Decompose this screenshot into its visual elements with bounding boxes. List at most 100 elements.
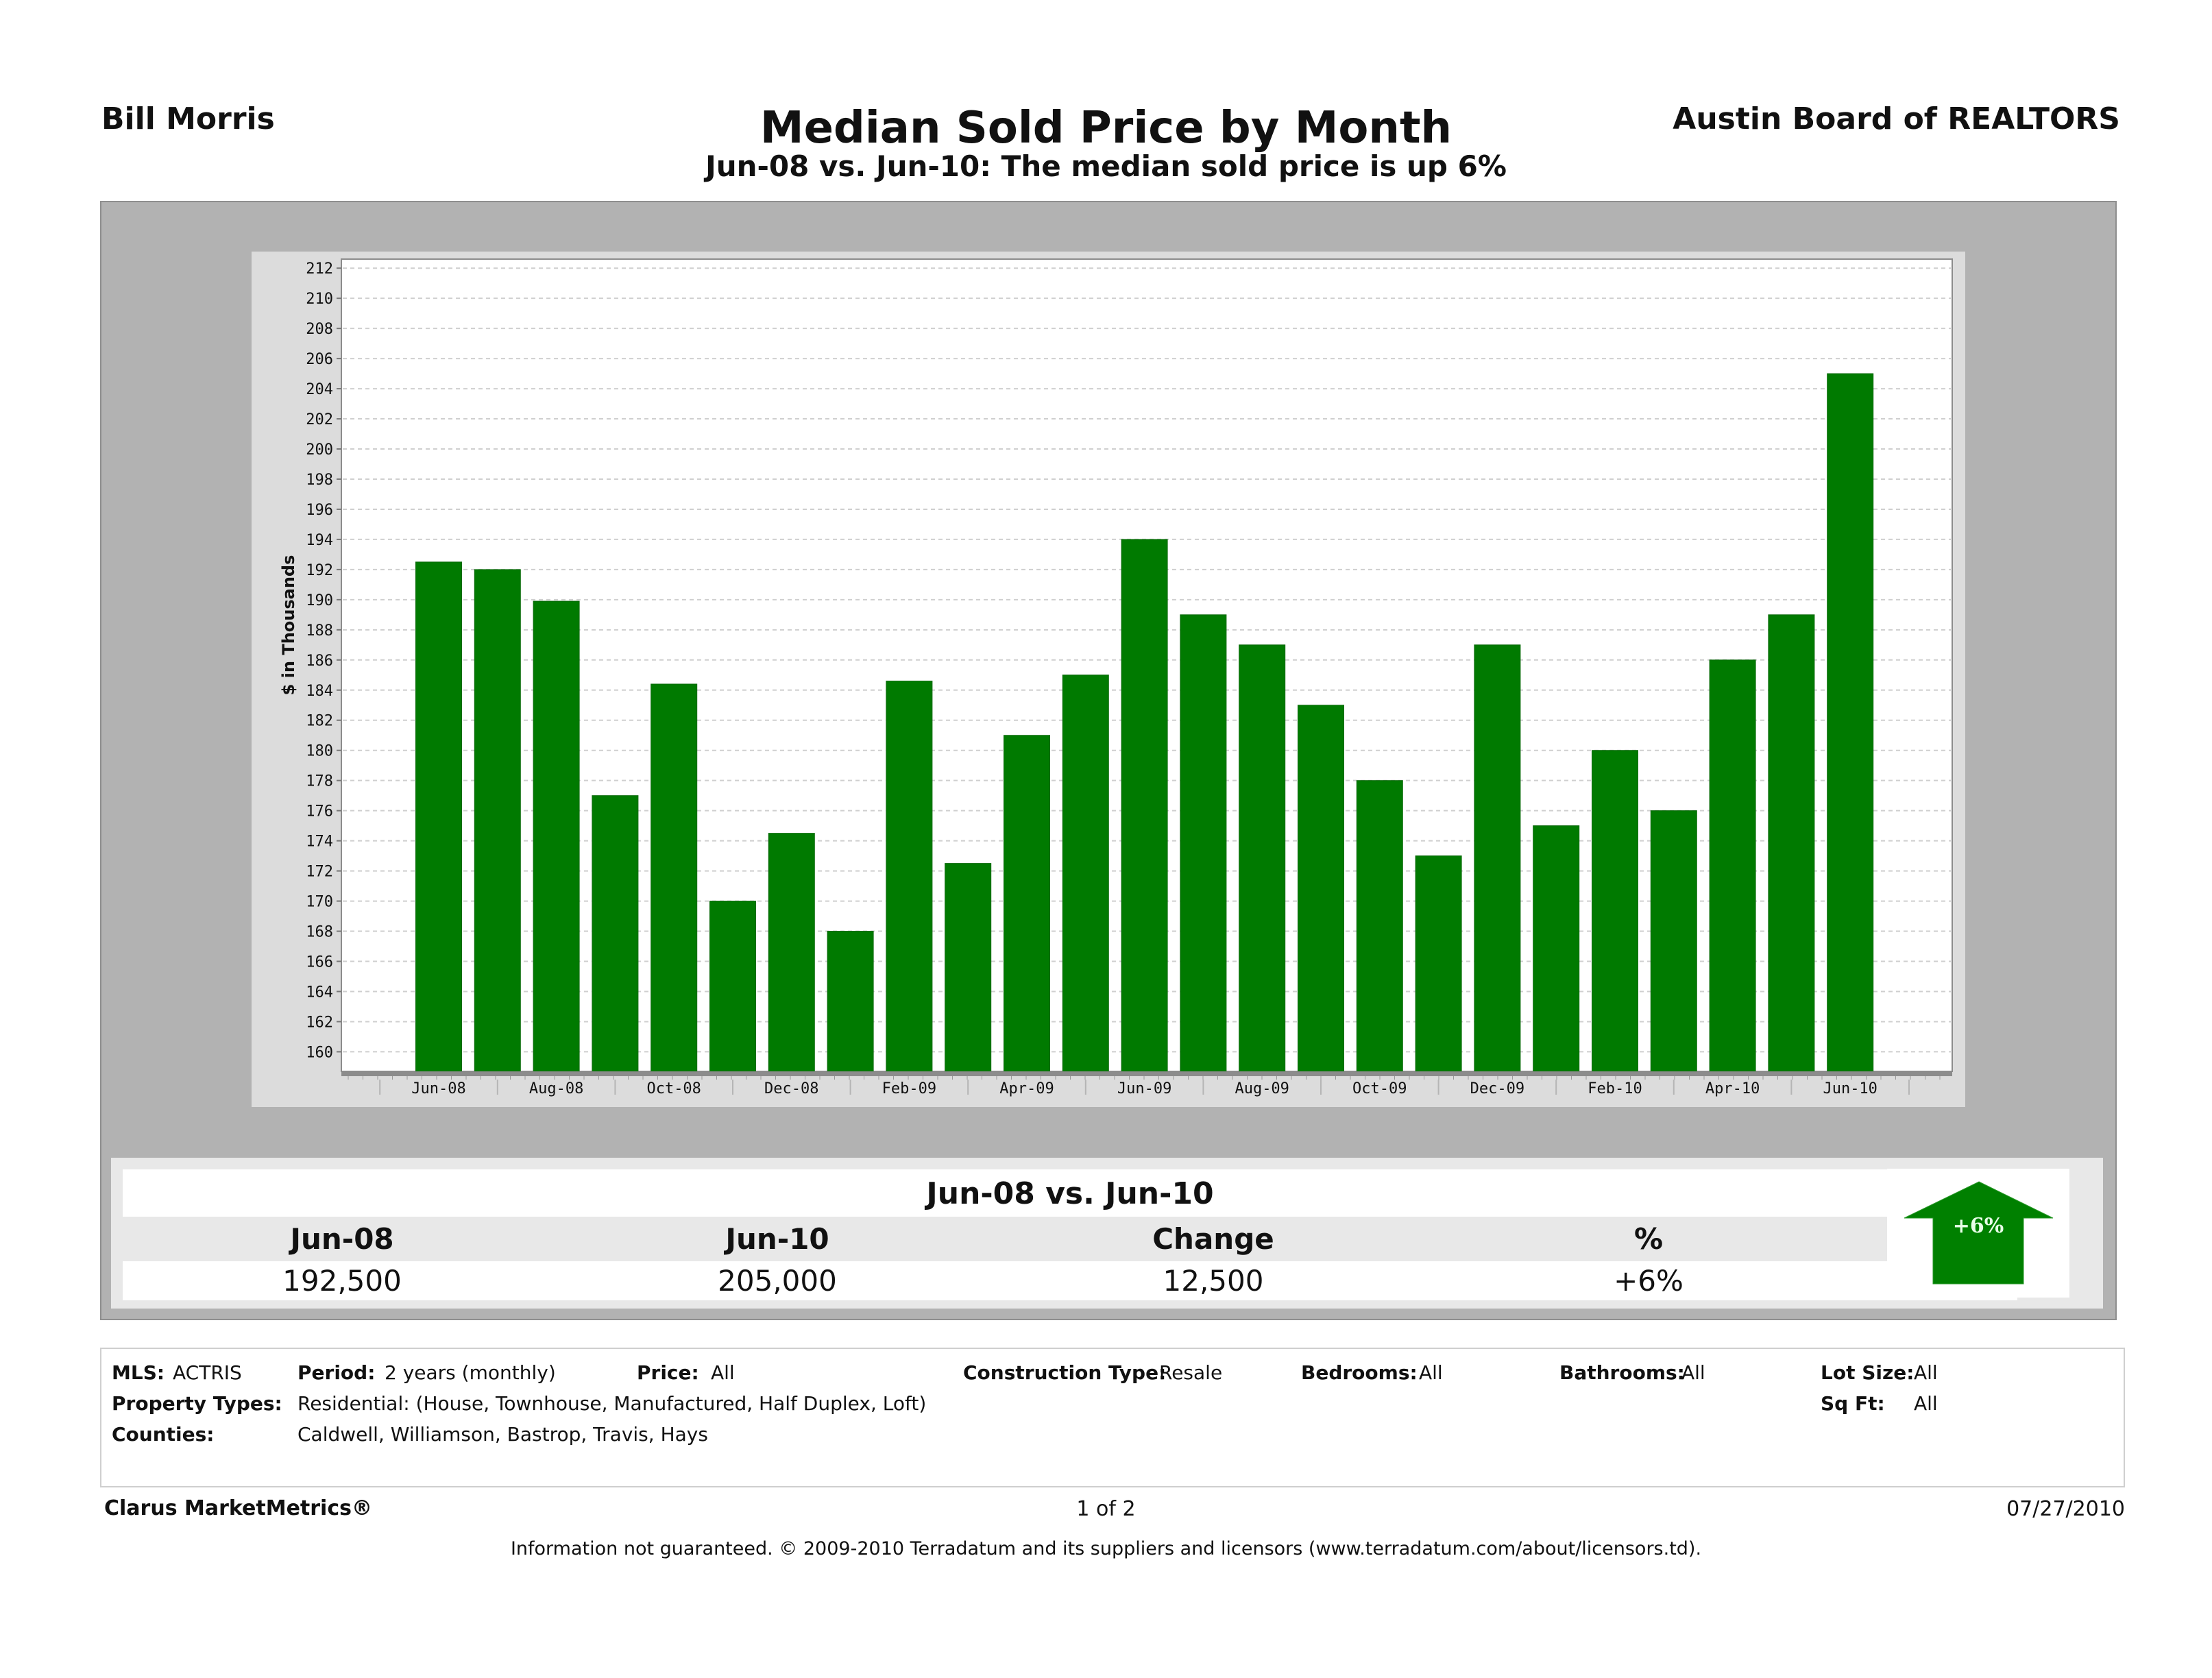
- criteria-box: MLS: ACTRIS Period: 2 years (monthly) Pr…: [100, 1348, 2125, 1487]
- bar-Mar-09: [945, 864, 991, 1071]
- mls-label: MLS:: [112, 1361, 165, 1384]
- x-tick-label: Aug-09: [1235, 1080, 1289, 1097]
- x-tick-label: Apr-10: [1705, 1080, 1760, 1097]
- y-tick-label: 188: [306, 622, 333, 640]
- summary-value-start: 192,500: [136, 1264, 548, 1298]
- board-name: Austin Board of REALTORS: [1673, 101, 2120, 136]
- bar-Jan-09: [827, 932, 873, 1071]
- x-tick-label: Dec-08: [764, 1080, 818, 1097]
- y-tick-label: 184: [306, 683, 333, 700]
- x-tick-label: Oct-08: [646, 1080, 701, 1097]
- summary-header-start: Jun-08: [136, 1222, 548, 1256]
- y-tick-label: 180: [306, 743, 333, 760]
- y-tick-label: 168: [306, 924, 333, 941]
- bar-May-10: [1769, 615, 1814, 1071]
- summary-header-row: Jun-08 Jun-10 Change %: [123, 1217, 2017, 1261]
- bar-chart: 160 162 164 166 168 170 172 174 176 178 180 182 184 1…: [252, 252, 1965, 1107]
- sq-ft-value: All: [1914, 1392, 1938, 1415]
- y-tick-label: 164: [306, 984, 333, 1001]
- price-value: All: [711, 1361, 735, 1384]
- y-tick-label: 204: [306, 381, 333, 398]
- x-tick-label: Jun-08: [411, 1080, 465, 1097]
- change-badge-label: +6%: [1887, 1214, 2069, 1238]
- page-number: 1 of 2: [0, 1497, 2212, 1521]
- y-tick-label: 174: [306, 834, 333, 851]
- summary-header-change: Change: [1008, 1222, 1419, 1256]
- y-axis-label: $ in Thousands: [279, 555, 298, 696]
- bar-Mar-10: [1651, 811, 1697, 1071]
- bathrooms-label: Bathrooms:: [1559, 1361, 1685, 1384]
- bar-Feb-10: [1592, 751, 1638, 1071]
- x-tick-label: Jun-09: [1117, 1080, 1171, 1097]
- x-tick-label: Oct-09: [1352, 1080, 1407, 1097]
- x-axis-line: [341, 1071, 1952, 1076]
- report-date: 07/27/2010: [2006, 1497, 2125, 1521]
- y-tick-label: 162: [306, 1014, 333, 1031]
- summary-header-percent: %: [1443, 1222, 1854, 1256]
- bar-Feb-09: [886, 681, 932, 1071]
- y-tick-label: 212: [306, 260, 333, 278]
- counties-value: Caldwell, Williamson, Bastrop, Travis, H…: [297, 1423, 708, 1446]
- bar-Nov-09: [1415, 856, 1461, 1071]
- summary-title-row: Jun-08 vs. Jun-10: [123, 1169, 2017, 1217]
- x-tick-label: Jun-10: [1823, 1080, 1877, 1097]
- summary-header-end: Jun-10: [572, 1222, 983, 1256]
- y-tick-label: 190: [306, 592, 333, 609]
- bar-Aug-09: [1239, 645, 1285, 1071]
- period-label: Period:: [297, 1361, 375, 1384]
- y-tick-label: 206: [306, 351, 333, 368]
- bar-Oct-08: [651, 684, 697, 1071]
- x-tick-label: Feb-09: [882, 1080, 936, 1097]
- y-tick-label: 182: [306, 713, 333, 730]
- x-tick-label: Dec-09: [1470, 1080, 1524, 1097]
- bar-Jun-08: [416, 562, 462, 1071]
- sq-ft-label: Sq Ft:: [1821, 1392, 1885, 1415]
- y-tick-label: 166: [306, 954, 333, 971]
- bedrooms-value: All: [1419, 1361, 1443, 1384]
- bar-Oct-09: [1357, 781, 1402, 1071]
- y-tick-label: 196: [306, 502, 333, 519]
- report-subtitle: Jun-08 vs. Jun-10: The median sold price…: [0, 149, 2212, 183]
- period-value: 2 years (monthly): [385, 1361, 556, 1384]
- bar-Apr-09: [1004, 735, 1050, 1071]
- footer-disclaimer: Information not guaranteed. © 2009-2010 …: [0, 1538, 2212, 1559]
- summary-title: Jun-08 vs. Jun-10: [123, 1176, 2017, 1211]
- bar-Jul-08: [474, 570, 520, 1071]
- y-tick-label: 202: [306, 411, 333, 428]
- y-tick-label: 200: [306, 441, 333, 459]
- lot-size-label: Lot Size:: [1821, 1361, 1914, 1384]
- y-tick-label: 186: [306, 653, 333, 670]
- bathrooms-value: All: [1681, 1361, 1705, 1384]
- change-badge: +6%: [1887, 1169, 2069, 1298]
- x-tick-label: Feb-10: [1588, 1080, 1642, 1097]
- summary-value-row: 192,500 205,000 12,500 +6%: [123, 1261, 2017, 1300]
- bar-Apr-10: [1710, 660, 1755, 1071]
- x-tick-label: Apr-09: [999, 1080, 1054, 1097]
- summary-value-change: 12,500: [1008, 1264, 1419, 1298]
- y-tick-label: 194: [306, 532, 333, 549]
- mls-value: ACTRIS: [173, 1361, 242, 1384]
- summary-value-percent: +6%: [1443, 1264, 1854, 1298]
- bar-May-09: [1062, 675, 1108, 1071]
- y-tick-label: 170: [306, 894, 333, 911]
- y-tick-label: 160: [306, 1044, 333, 1061]
- bar-Nov-08: [710, 901, 756, 1071]
- chart-panel: 160 162 164 166 168 170 172 174 176 178 180 182 184 1…: [252, 252, 1965, 1107]
- bar-Dec-09: [1474, 645, 1520, 1071]
- bar-Dec-08: [768, 834, 814, 1071]
- summary-panel: Jun-08 vs. Jun-10 Jun-08 Jun-10 Change %…: [111, 1158, 2103, 1309]
- bedrooms-label: Bedrooms:: [1301, 1361, 1418, 1384]
- construction-type-label: Construction Type:: [963, 1361, 1166, 1384]
- y-tick-label: 208: [306, 321, 333, 338]
- bar-Jun-10: [1827, 374, 1873, 1071]
- y-tick-label: 192: [306, 562, 333, 579]
- bar-Jan-10: [1533, 826, 1579, 1071]
- bar-Sep-08: [592, 796, 638, 1071]
- bar-Aug-08: [533, 601, 579, 1071]
- counties-label: Counties:: [112, 1423, 215, 1446]
- summary-value-end: 205,000: [572, 1264, 983, 1298]
- bar-Jul-09: [1180, 615, 1226, 1071]
- bar-Jun-09: [1121, 539, 1167, 1071]
- y-tick-label: 172: [306, 864, 333, 881]
- property-types-label: Property Types:: [112, 1392, 282, 1415]
